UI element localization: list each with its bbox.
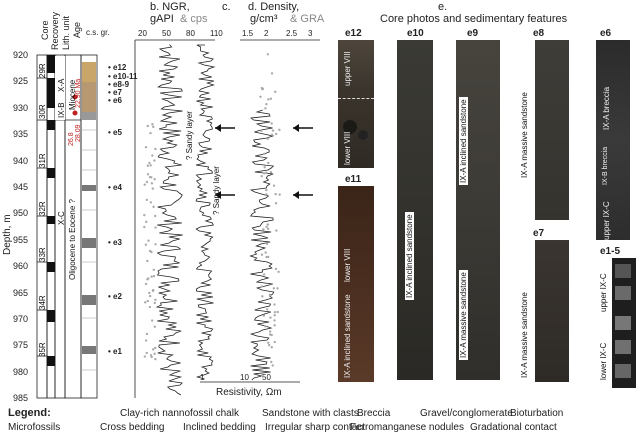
legend-item: Inclined bedding — [183, 422, 256, 433]
lbl-ixb-breccia: IX-B breccia — [602, 146, 609, 185]
photo-e12 — [338, 40, 374, 168]
panel-e-title: e. — [438, 1, 448, 13]
col-grain: c.s. gr. — [86, 28, 110, 37]
legend-item: Breccia — [357, 408, 391, 419]
marker-e1: • e1 — [108, 347, 122, 356]
legend-item: Gravel/conglomerate — [420, 408, 513, 419]
depth-tick: 940 — [13, 155, 29, 166]
panel-b-sub1: gAPI — [150, 13, 174, 25]
lbl-ixa-massive-e9: IX-A massive sandstone — [459, 270, 468, 360]
ngr-tick: 20 — [138, 29, 147, 38]
photo-e12-title: e12 — [345, 28, 362, 39]
marker-e2: • e2 — [108, 292, 122, 301]
panel-c-title: c. — [222, 1, 231, 13]
lbl-lower-viii-2: lower VIII — [343, 248, 352, 282]
density-tick: 2 — [264, 29, 269, 38]
depth-tick: 970 — [13, 314, 29, 324]
lbl-upper-ixc: upper IX-C — [602, 201, 611, 240]
resistivity-tick: 1 — [200, 373, 205, 382]
panel-b-title: b. NGR, — [150, 1, 190, 13]
marker-e12: • e12 — [108, 63, 127, 72]
legend-item: Clay-rich nannofossil chalk — [120, 408, 239, 419]
depth-tick: 980 — [13, 366, 29, 377]
lbl-lower-ixc: lower IX-C — [599, 342, 608, 380]
lbl-upper-ixc-2: upper IX-C — [599, 273, 608, 312]
photo-e9-title: e9 — [467, 28, 479, 39]
lbl-ixa-breccia: IX-A breccia — [602, 86, 611, 130]
marker-e10-11: • e10-11 — [108, 72, 138, 81]
panel-d-sub1: g/cm³ — [250, 13, 278, 25]
resistivity-tick: 50 — [262, 373, 271, 382]
ngr-tick: 80 — [186, 29, 195, 38]
depth-tick: 930 — [13, 102, 29, 113]
photo-e15-title: e1-5 — [600, 246, 621, 257]
legend-item: Microfossils — [8, 422, 61, 433]
depth-tick: 950 — [13, 208, 29, 219]
legend-item: Gradational contact — [470, 422, 557, 433]
photo-e7-title: e7 — [533, 228, 545, 239]
photo-e10-title: e10 — [407, 28, 424, 39]
legend-item: Bioturbation — [510, 408, 564, 419]
lbl-upper-viii: upper VIII — [343, 51, 352, 86]
legend-item: Ferromanganese nodules — [350, 422, 464, 433]
photo-e11 — [338, 186, 374, 382]
photo-e11-title: e11 — [345, 174, 362, 185]
marker-e6: • e6 — [108, 96, 122, 105]
depth-tick: 925 — [13, 76, 29, 87]
marker-e5: • e5 — [108, 128, 122, 137]
photo-e6 — [596, 40, 630, 240]
legend-item: Sandstone with clasts — [262, 408, 359, 419]
marker-e3: • e3 — [108, 238, 122, 247]
ngr-tick: 50 — [162, 29, 171, 38]
sandy-layer-1: ? Sandy layer — [185, 111, 194, 160]
photo-e7 — [535, 240, 569, 382]
lbl-ixa-inclined-e11: IX-A inclined sandstone — [343, 294, 352, 378]
resistivity-tick: 10 — [240, 373, 249, 382]
depth-tick: 920 — [13, 50, 29, 60]
legend-title: Legend: — [8, 407, 51, 419]
panel-e-sub: Core photos and sedimentary features — [380, 13, 568, 25]
marker-e8-9: • e8-9 — [108, 80, 130, 89]
ngr-tick: 110 — [210, 29, 223, 38]
density-tick: 2.5 — [286, 29, 298, 38]
lbl-ixa-massive-e8: IX-A massive sandstone — [520, 90, 529, 180]
lbl-ixa-massive-e7: IX-A massive sandstone — [520, 290, 529, 380]
panel-b-sub2: & cps — [180, 13, 208, 25]
lbl-lower-viii: lower VIII — [343, 131, 352, 165]
depth-tick: 955 — [13, 234, 29, 245]
depth-tick: 975 — [13, 340, 29, 351]
marker-e7: • e7 — [108, 88, 122, 97]
photo-e10 — [397, 40, 433, 380]
depth-tick: 945 — [13, 182, 29, 192]
sandy-layer-2: ? Sandy layer — [212, 166, 221, 215]
lbl-ixa-inclined-e9: IX-A inclined sandstone — [459, 97, 468, 185]
lbl-ixa-inclined-e10: IX-A inclined sandstone — [405, 212, 414, 300]
density-tick: 3 — [308, 29, 313, 38]
photo-e8 — [535, 40, 569, 220]
depth-tick: 965 — [13, 287, 29, 298]
legend-item: Cross bedding — [100, 422, 165, 433]
marker-e4: • e4 — [108, 183, 122, 192]
panel-d-sub2: & GRA — [290, 13, 325, 25]
photo-e6-title: e6 — [600, 28, 612, 39]
legend-item: Irregular sharp contact — [265, 422, 366, 433]
photo-e1-5 — [612, 258, 636, 388]
depth-tick: 960 — [13, 261, 29, 272]
resistivity-label: Resistivity, Ωm — [216, 387, 282, 398]
depth-tick: 985 — [13, 393, 29, 404]
photo-e8-title: e8 — [533, 28, 545, 39]
density-tick: 1.5 — [242, 29, 254, 38]
panel-d-title: d. Density, — [248, 1, 300, 13]
depth-tick: 935 — [13, 129, 29, 140]
